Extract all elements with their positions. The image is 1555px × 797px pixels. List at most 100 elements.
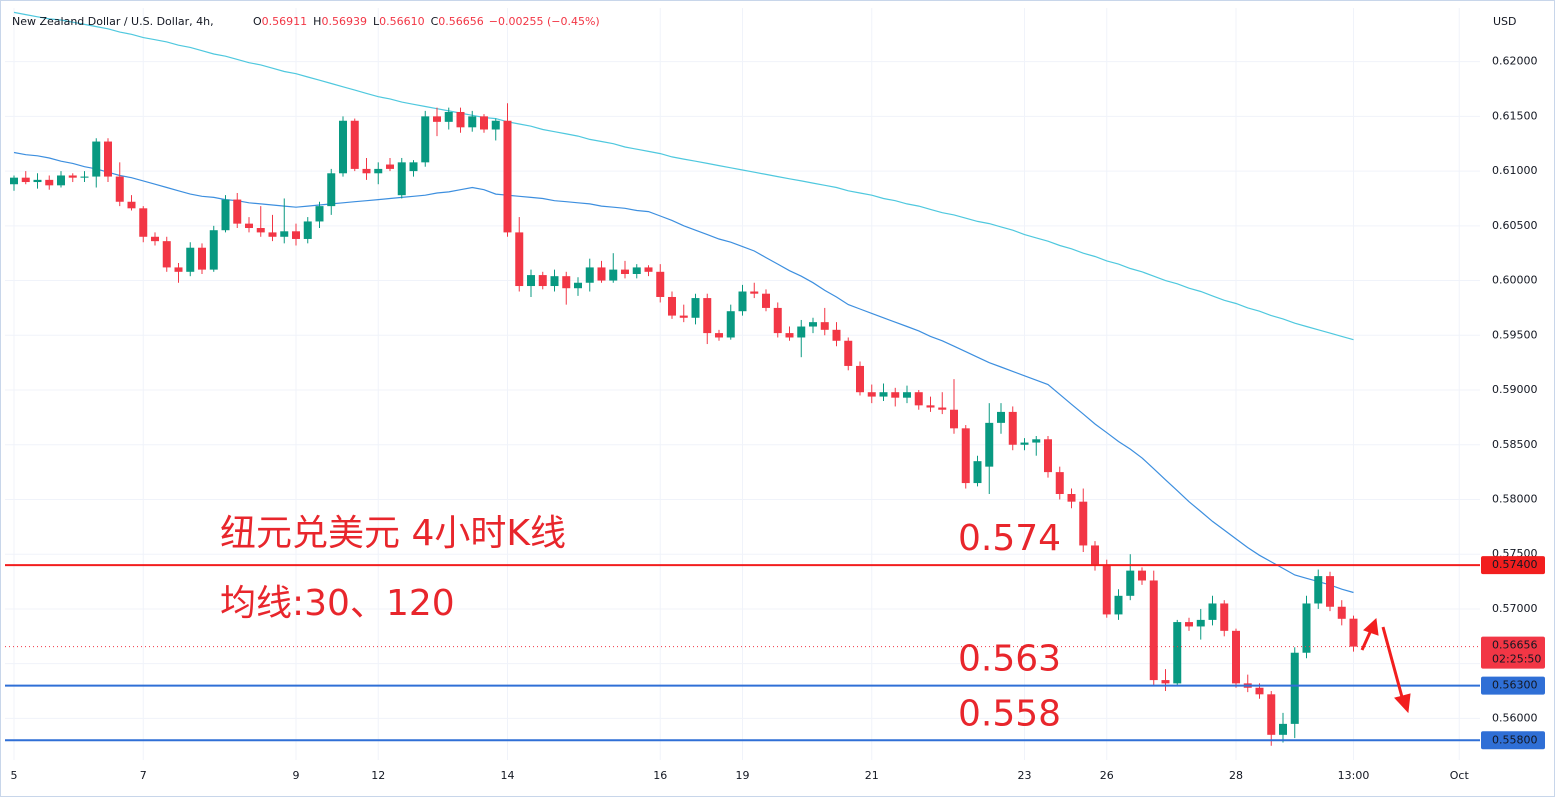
- y-tick-label: 0.56000: [1492, 711, 1538, 724]
- candle-body: [914, 392, 923, 406]
- legend-key: C: [431, 15, 439, 28]
- candle-body: [750, 291, 759, 294]
- x-tick-label: 23: [1018, 769, 1032, 782]
- candle-body: [1008, 411, 1017, 445]
- arrow-head: [1363, 617, 1379, 636]
- candle-body: [527, 275, 535, 287]
- y-tick-label: 0.60000: [1492, 274, 1538, 287]
- x-tick-label: 16: [653, 769, 667, 782]
- level-annotation: 0.574: [958, 518, 1061, 559]
- level-annotation: 0.563: [958, 639, 1061, 680]
- candle-body: [961, 428, 970, 484]
- candle-body: [421, 116, 430, 163]
- candle-body: [1232, 630, 1240, 684]
- candle-body: [574, 282, 582, 289]
- candle-body: [268, 232, 277, 237]
- x-tick-label: 12: [371, 769, 385, 782]
- countdown: 02:25:50: [1492, 653, 1541, 666]
- x-tick-label: 28: [1229, 769, 1243, 782]
- candle-body: [1138, 570, 1146, 581]
- candle-body: [80, 176, 89, 178]
- candle-body: [362, 168, 371, 174]
- candle-body: [703, 298, 712, 334]
- legend-key: L: [373, 15, 380, 28]
- candle-body: [585, 267, 594, 283]
- candle-body: [903, 392, 911, 398]
- candle-body: [57, 175, 65, 186]
- candle-body: [209, 230, 218, 270]
- candle-body: [785, 333, 794, 338]
- legend-value: 0.56939: [321, 15, 367, 28]
- candle-body: [938, 407, 947, 410]
- candle-body: [1314, 576, 1323, 604]
- candle-body: [856, 365, 864, 393]
- candle-body: [597, 267, 606, 281]
- candle-body: [668, 296, 676, 316]
- candle-body: [374, 168, 383, 174]
- candle-body: [1267, 694, 1276, 735]
- level-box: [1481, 731, 1545, 750]
- legend-key: O: [253, 15, 262, 28]
- y-tick-label: 0.61500: [1492, 109, 1538, 122]
- candle-body: [1126, 570, 1135, 596]
- candle-body: [433, 116, 441, 122]
- candle-body: [198, 247, 206, 270]
- candle-body: [1337, 606, 1346, 619]
- candle-body: [162, 241, 171, 268]
- y-tick-label: 0.59000: [1492, 383, 1538, 396]
- candle-body: [174, 267, 183, 272]
- ma-line: [13, 11, 1354, 341]
- candle-body: [1255, 687, 1264, 695]
- x-tick-label: 7: [140, 769, 147, 782]
- candle-body: [1349, 618, 1358, 647]
- candle-body: [491, 120, 500, 130]
- candle-body: [656, 271, 665, 297]
- candle-body: [1173, 622, 1182, 684]
- candle-body: [303, 221, 312, 239]
- candle-body: [1079, 501, 1088, 546]
- arrows: [1360, 617, 1411, 714]
- candle-body: [797, 326, 806, 338]
- candle-body: [327, 173, 336, 207]
- candle-body: [820, 322, 829, 330]
- candle-body: [456, 111, 465, 128]
- candle-body: [1196, 619, 1205, 627]
- candle-body: [468, 116, 477, 128]
- candle-body: [1185, 622, 1193, 627]
- candle-body: [715, 333, 723, 338]
- annotation: 均线:30、120: [220, 583, 455, 624]
- candle-body: [221, 199, 230, 231]
- candle-body: [1032, 439, 1041, 443]
- candle-body: [186, 247, 195, 272]
- candle-body: [738, 291, 747, 312]
- candle-body: [280, 231, 289, 237]
- candle-body: [339, 120, 347, 174]
- legend-value: 0.56656: [438, 15, 484, 28]
- candle-body: [679, 315, 688, 318]
- legend-key: H: [313, 15, 321, 28]
- candle-body: [515, 232, 524, 287]
- candle-body: [151, 236, 159, 242]
- candle-body: [926, 405, 935, 408]
- candle-body: [1220, 603, 1229, 631]
- y-tick-label: 0.60500: [1492, 219, 1538, 232]
- candle-body: [985, 422, 994, 467]
- candle-body: [538, 275, 547, 287]
- candle-body: [444, 111, 453, 122]
- chart-title: New Zealand Dollar / U.S. Dollar, 4h,: [12, 15, 214, 28]
- candle-body: [1067, 494, 1076, 502]
- candle-body: [1326, 576, 1334, 607]
- candle-body: [1149, 580, 1158, 681]
- candle-body: [139, 208, 148, 237]
- candle-body: [621, 269, 629, 274]
- candle-body: [409, 162, 418, 172]
- candle-body: [21, 177, 30, 183]
- candle-body: [127, 201, 136, 209]
- candle-body: [562, 276, 571, 289]
- candle-body: [92, 141, 101, 177]
- candle-body: [1020, 442, 1029, 445]
- candle-body: [844, 340, 853, 366]
- candle-body: [1161, 680, 1170, 684]
- level-box: [1481, 676, 1545, 695]
- currency: USD: [1493, 15, 1517, 28]
